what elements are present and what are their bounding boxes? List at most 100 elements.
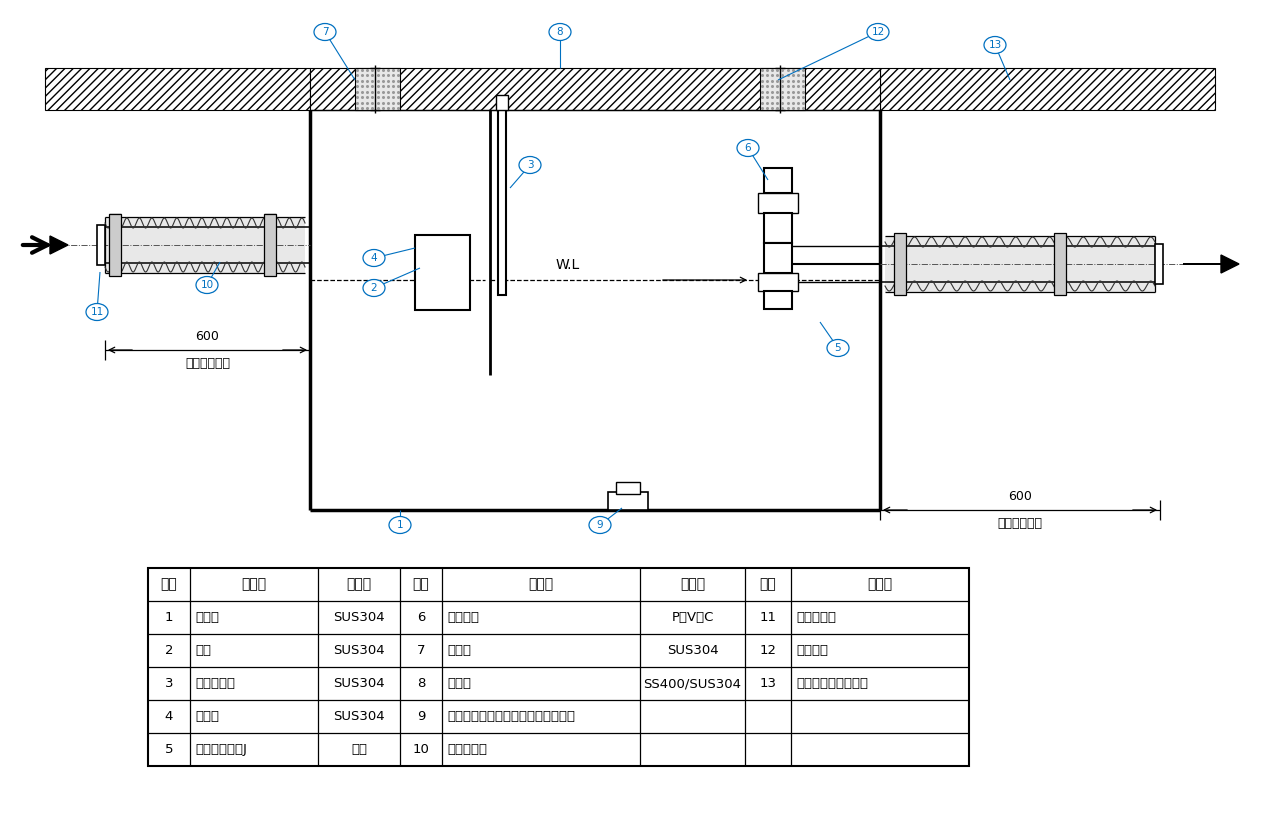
Bar xyxy=(764,243,792,273)
Text: 8: 8 xyxy=(557,27,563,37)
Ellipse shape xyxy=(364,250,385,267)
Text: 1: 1 xyxy=(165,611,173,624)
Text: 600: 600 xyxy=(196,330,220,343)
Text: スライド板: スライド板 xyxy=(194,677,235,690)
Text: SUS304: SUS304 xyxy=(333,710,385,723)
Bar xyxy=(616,482,641,494)
Text: 4: 4 xyxy=(371,253,377,263)
Text: トラップ: トラップ xyxy=(447,611,479,624)
Text: 6: 6 xyxy=(745,143,751,153)
Text: 7: 7 xyxy=(322,27,328,37)
Bar xyxy=(44,68,310,110)
Text: 600: 600 xyxy=(1008,490,1032,503)
Text: 2: 2 xyxy=(165,644,173,657)
Text: 11: 11 xyxy=(760,611,777,624)
Ellipse shape xyxy=(984,36,1007,53)
Bar xyxy=(760,68,805,110)
Text: 13: 13 xyxy=(760,677,777,690)
Bar xyxy=(97,225,105,265)
Text: 5: 5 xyxy=(165,743,173,756)
Text: 12: 12 xyxy=(760,644,777,657)
Text: 材　質: 材 質 xyxy=(347,577,371,591)
Text: 受　枕: 受 枕 xyxy=(447,644,472,657)
Text: 13: 13 xyxy=(989,40,1002,50)
Text: SUS304: SUS304 xyxy=(333,611,385,624)
Ellipse shape xyxy=(389,516,411,534)
FancyArrow shape xyxy=(22,236,69,254)
Text: W.L: W.L xyxy=(555,258,581,272)
Text: 耘火被覆材（けい酸カルシウム板）: 耘火被覆材（けい酸カルシウム板） xyxy=(447,710,574,723)
Bar xyxy=(1054,233,1066,295)
Text: 1: 1 xyxy=(397,520,403,530)
Bar xyxy=(758,273,798,291)
Bar xyxy=(416,235,470,310)
Ellipse shape xyxy=(314,24,336,40)
FancyArrow shape xyxy=(1183,255,1239,273)
Bar xyxy=(496,95,508,110)
Ellipse shape xyxy=(364,279,385,296)
Text: 【別途工事】: 【別途工事】 xyxy=(186,357,230,370)
Text: ふ　た: ふ た xyxy=(447,677,472,690)
Bar xyxy=(764,213,792,243)
Text: 7: 7 xyxy=(417,644,426,657)
Text: 5: 5 xyxy=(835,343,841,353)
Bar xyxy=(147,568,969,766)
Text: 【別途工事】: 【別途工事】 xyxy=(998,517,1042,530)
Text: 品　名: 品 名 xyxy=(867,577,892,591)
Text: 12: 12 xyxy=(872,27,885,37)
Text: SS400/SUS304: SS400/SUS304 xyxy=(643,677,741,690)
Text: SUS304: SUS304 xyxy=(667,644,718,657)
Text: 本　体: 本 体 xyxy=(194,611,219,624)
Text: 2: 2 xyxy=(371,283,377,293)
Text: 部番: 部番 xyxy=(760,577,777,591)
Bar xyxy=(880,68,1215,110)
Text: 品　名: 品 名 xyxy=(529,577,554,591)
Bar xyxy=(1155,244,1163,284)
Ellipse shape xyxy=(827,340,849,356)
Text: フレキシブルJ: フレキシブルJ xyxy=(194,743,247,756)
Text: 部番: 部番 xyxy=(413,577,430,591)
Bar xyxy=(608,492,648,510)
Ellipse shape xyxy=(588,516,611,534)
Ellipse shape xyxy=(737,140,759,157)
Text: 品　名: 品 名 xyxy=(241,577,267,591)
Bar xyxy=(109,214,121,276)
Bar xyxy=(764,291,792,309)
Bar xyxy=(498,110,506,295)
Text: 8: 8 xyxy=(417,677,426,690)
Text: 材　質: 材 質 xyxy=(680,577,705,591)
Ellipse shape xyxy=(86,304,108,320)
Text: SUS304: SUS304 xyxy=(333,677,385,690)
Text: ゴム: ゴム xyxy=(351,743,367,756)
Bar xyxy=(105,217,305,273)
Text: 9: 9 xyxy=(596,520,604,530)
Text: スラブコンクリート: スラブコンクリート xyxy=(796,677,868,690)
Bar xyxy=(355,68,400,110)
Bar xyxy=(760,68,805,110)
Text: 埋め戻し: 埋め戻し xyxy=(796,644,827,657)
Text: 耘火被覆材: 耘火被覆材 xyxy=(447,743,487,756)
Ellipse shape xyxy=(519,157,541,173)
Ellipse shape xyxy=(867,24,888,40)
Text: P　V　C: P V C xyxy=(671,611,714,624)
Bar xyxy=(764,168,792,193)
Text: 受笼: 受笼 xyxy=(194,644,211,657)
Bar xyxy=(758,193,798,213)
Ellipse shape xyxy=(549,24,571,40)
Text: 流入管: 流入管 xyxy=(194,710,219,723)
Text: 部番: 部番 xyxy=(160,577,178,591)
Text: 10: 10 xyxy=(201,280,214,290)
Ellipse shape xyxy=(196,277,219,293)
Bar xyxy=(894,233,906,295)
Bar xyxy=(310,68,880,110)
Text: 10: 10 xyxy=(413,743,430,756)
Bar xyxy=(885,236,1155,292)
Text: 6: 6 xyxy=(417,611,426,624)
Text: 11: 11 xyxy=(90,307,104,317)
Bar xyxy=(355,68,400,110)
Text: 3: 3 xyxy=(165,677,173,690)
Text: 固定バンド: 固定バンド xyxy=(796,611,836,624)
Text: SUS304: SUS304 xyxy=(333,644,385,657)
Text: 3: 3 xyxy=(526,160,534,170)
Text: 4: 4 xyxy=(165,710,173,723)
